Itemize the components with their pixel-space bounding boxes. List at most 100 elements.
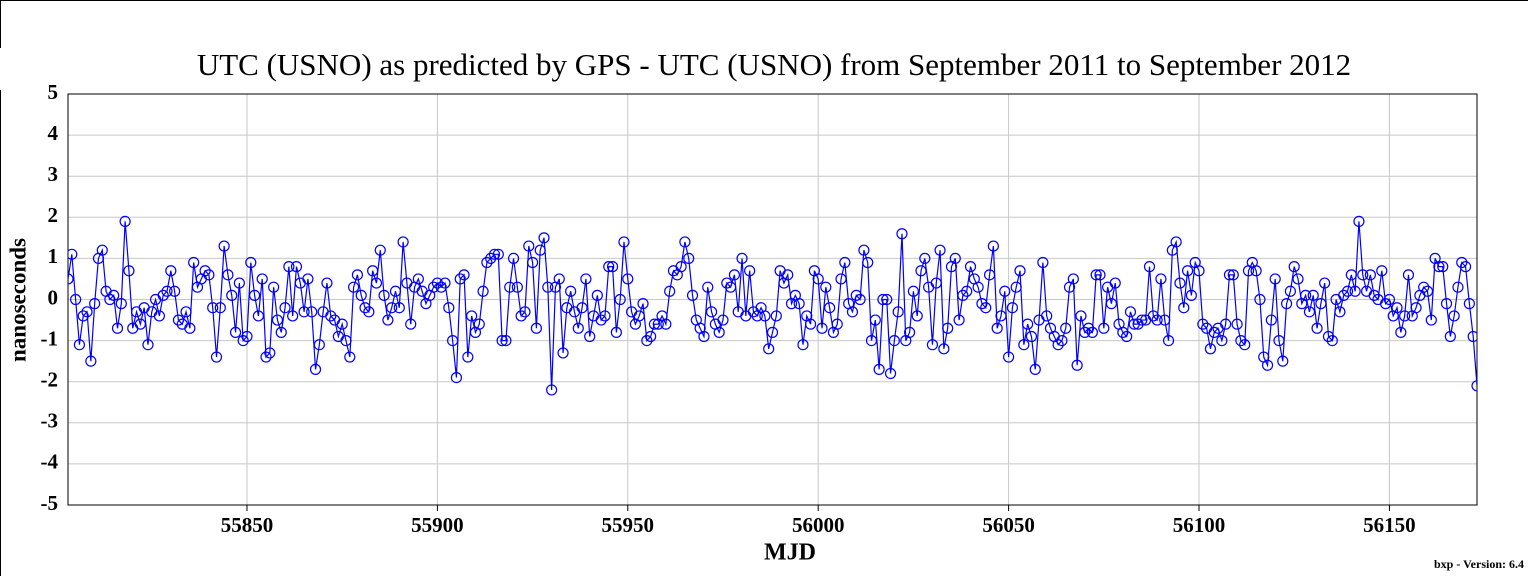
data-point <box>824 302 836 314</box>
data-point <box>1060 322 1072 334</box>
data-point <box>1452 281 1464 293</box>
data-point <box>896 228 908 240</box>
data-point <box>972 281 984 293</box>
data-point <box>603 261 615 273</box>
data-point <box>134 318 146 330</box>
data-point <box>1448 310 1460 322</box>
data-point <box>1467 330 1477 343</box>
data-point <box>1204 343 1217 355</box>
data-point <box>1391 302 1403 314</box>
data-point <box>73 339 86 351</box>
y-tick-label: -2 <box>41 368 59 392</box>
data-point <box>153 310 165 322</box>
data-point <box>222 269 234 281</box>
data-point <box>344 351 356 363</box>
data-point <box>1022 318 1034 330</box>
data-point <box>1006 302 1019 314</box>
data-point <box>953 314 965 326</box>
data-point <box>458 269 470 281</box>
data-point <box>816 322 828 334</box>
x-tick-label: 55950 <box>602 513 655 537</box>
data-point <box>717 314 729 326</box>
data-point <box>123 265 135 277</box>
data-point <box>397 236 409 248</box>
data-point <box>161 285 173 297</box>
data-point <box>926 339 939 351</box>
y-tick-label: 4 <box>48 121 59 145</box>
data-point <box>618 236 630 248</box>
y-tick-label: 1 <box>48 244 59 268</box>
data-point <box>283 261 295 273</box>
data-point <box>580 273 592 285</box>
data-point <box>203 269 215 281</box>
data-point <box>481 256 493 269</box>
data-point <box>660 318 672 330</box>
x-tick-label: 55900 <box>411 513 464 537</box>
data-point <box>1170 236 1182 248</box>
data-point <box>370 277 383 289</box>
data-point <box>1174 277 1186 289</box>
data-point <box>245 256 257 269</box>
data-point <box>1159 314 1171 326</box>
x-tick-label: 56050 <box>982 513 1035 537</box>
data-point <box>591 289 603 301</box>
data-point <box>386 302 398 314</box>
data-point <box>763 343 775 355</box>
y-tick-label: -5 <box>41 491 59 515</box>
data-point <box>995 310 1007 322</box>
data-point <box>1235 335 1247 347</box>
data-point <box>439 277 451 289</box>
y-tick-label: -4 <box>41 450 59 474</box>
data-point <box>325 310 337 322</box>
data-point <box>1018 339 1030 351</box>
data-point <box>1067 273 1079 285</box>
data-point <box>96 244 108 256</box>
data-point <box>862 256 874 269</box>
data-point <box>290 261 303 273</box>
data-point <box>450 371 463 384</box>
data-point <box>1239 339 1251 351</box>
data-point <box>797 339 809 351</box>
data-point <box>1261 359 1274 371</box>
data-point <box>1109 277 1121 289</box>
data-point <box>1311 322 1323 334</box>
data-point <box>1300 289 1312 301</box>
data-point <box>1265 314 1277 326</box>
data-point <box>237 335 249 347</box>
data-point <box>1399 310 1411 322</box>
data-point <box>184 322 196 334</box>
data-point <box>1345 269 1357 281</box>
data-point <box>351 269 364 281</box>
data-point <box>241 330 253 343</box>
data-point <box>1269 273 1281 285</box>
data-point <box>1418 281 1430 293</box>
chart-title: UTC (USNO) as predicted by GPS - UTC (US… <box>197 47 1351 82</box>
data-point <box>1368 289 1380 301</box>
data-point <box>858 244 870 256</box>
data-point <box>526 256 539 269</box>
data-point <box>553 273 565 285</box>
x-tick-label: 55850 <box>221 513 274 537</box>
data-point <box>1410 302 1422 314</box>
data-point <box>77 310 89 322</box>
data-point <box>907 285 920 297</box>
data-point <box>1227 269 1239 281</box>
data-point <box>188 256 200 269</box>
data-point <box>877 293 889 306</box>
data-point <box>1456 256 1468 269</box>
plot-area: -5 -4 -3 -2 -1 0 1 2 3 4 5 55850 55900 55950 56000 5605… <box>41 80 1478 537</box>
data-point <box>987 240 999 252</box>
data-point <box>348 281 360 293</box>
data-point <box>884 367 897 380</box>
data-point <box>980 302 992 314</box>
data-point <box>199 265 211 277</box>
data-point <box>1098 322 1110 334</box>
data-point <box>1143 261 1156 273</box>
data-point <box>454 273 466 285</box>
data-point <box>725 281 737 293</box>
data-point <box>169 285 181 297</box>
data-point <box>1136 314 1148 326</box>
data-point <box>675 261 687 273</box>
data-point <box>1322 330 1335 343</box>
x-tick-label: 56150 <box>1363 513 1416 537</box>
